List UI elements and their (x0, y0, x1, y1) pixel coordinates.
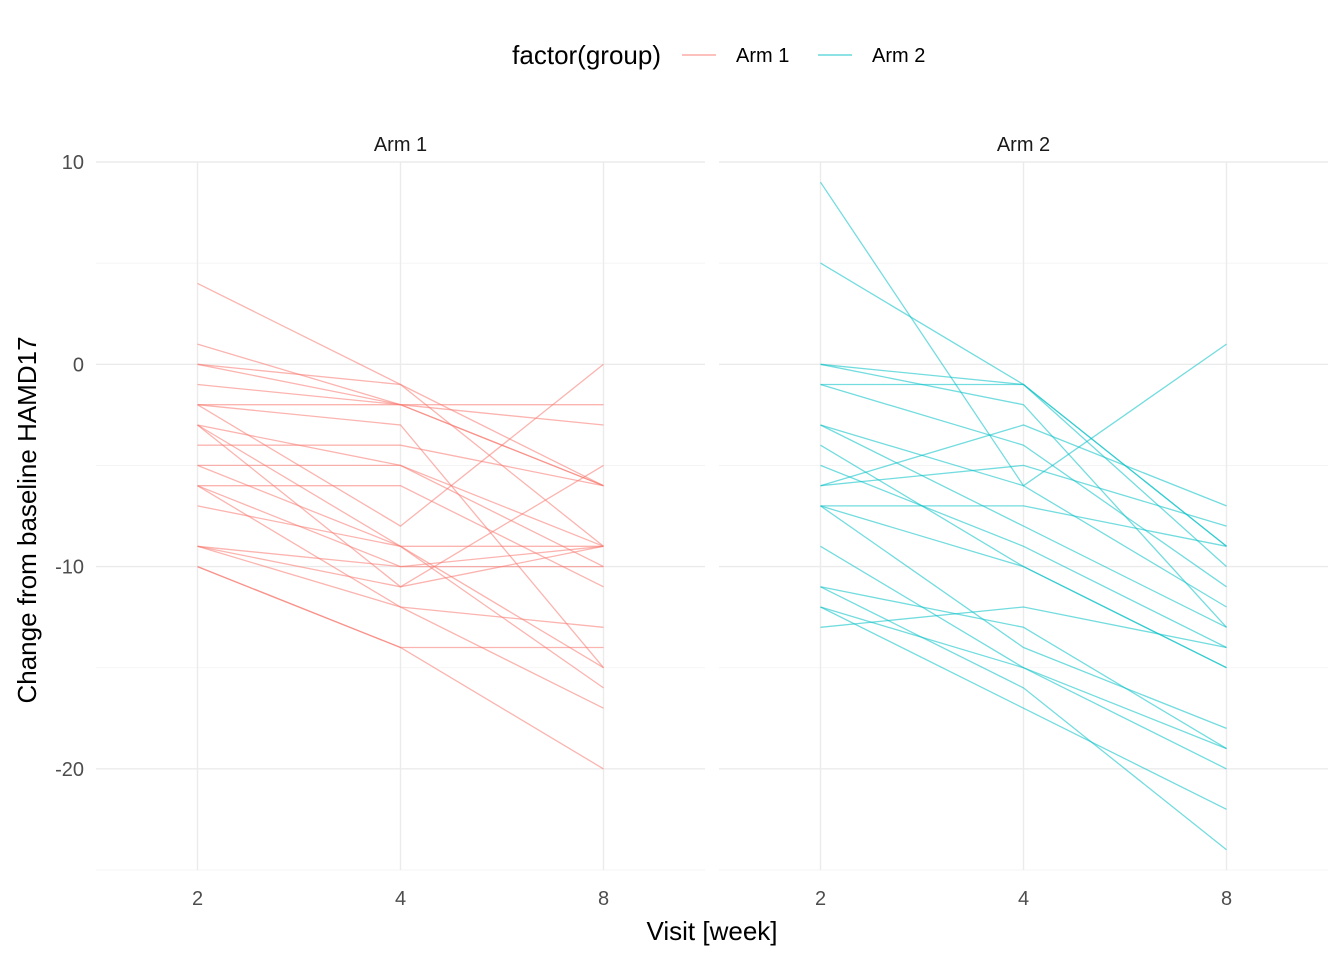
legend-label-arm-1: Arm 1 (736, 45, 789, 67)
subject-line (197, 404, 604, 487)
x-axis-title: Visit [week] (646, 916, 777, 946)
subject-line (820, 383, 1227, 588)
subject-line (820, 606, 1227, 649)
legend-label-arm-2: Arm 2 (872, 45, 925, 67)
y-tick-label: 10 (62, 152, 84, 174)
legend: factor(group) Arm 1 Arm 2 (512, 40, 925, 70)
subject-line (820, 505, 1227, 730)
subject-line (820, 586, 1227, 750)
subject-line (197, 545, 604, 568)
subject-line (197, 545, 604, 588)
subject-line (820, 606, 1227, 810)
x-tick-label: 8 (1221, 888, 1232, 910)
subject-line (820, 505, 1227, 547)
subject-line (820, 606, 1227, 770)
subject-line (820, 383, 1227, 547)
subject-line (197, 404, 604, 669)
y-tick-label: -20 (55, 759, 84, 781)
subject-line (197, 464, 604, 547)
subject-line (820, 464, 1227, 527)
subject-line (820, 424, 1227, 628)
y-tick-label: 0 (73, 354, 84, 376)
x-tick-label: 2 (192, 888, 203, 910)
legend-title: factor(group) (512, 40, 661, 70)
y-axis-ticks: 10 0 -10 -20 (55, 152, 84, 781)
x-tick-label: 4 (1018, 888, 1029, 910)
subject-line (197, 545, 604, 709)
subject-line (820, 464, 1227, 649)
subject-line (820, 363, 1227, 628)
x-tick-label: 8 (598, 888, 609, 910)
subject-line (197, 444, 604, 487)
facet-strip-label: Arm 2 (997, 134, 1050, 156)
facet-panels: 2 4 8 Arm 1 2 4 8 Arm 2 (96, 134, 1328, 910)
y-axis-title: Change from baseline HAMD17 (12, 336, 42, 703)
subject-line (820, 424, 1227, 608)
panel-1: 2 4 8 Arm 1 (96, 134, 705, 910)
x-tick-label: 2 (815, 888, 826, 910)
x-tick-label: 4 (395, 888, 406, 910)
panel-2: 2 4 8 Arm 2 (719, 134, 1328, 910)
subject-line (197, 505, 604, 669)
subject-line (197, 565, 604, 770)
facet-strip-label: Arm 1 (374, 134, 427, 156)
subject-line (197, 363, 604, 547)
subject-line (820, 424, 1227, 507)
y-tick-label: -10 (55, 557, 84, 579)
